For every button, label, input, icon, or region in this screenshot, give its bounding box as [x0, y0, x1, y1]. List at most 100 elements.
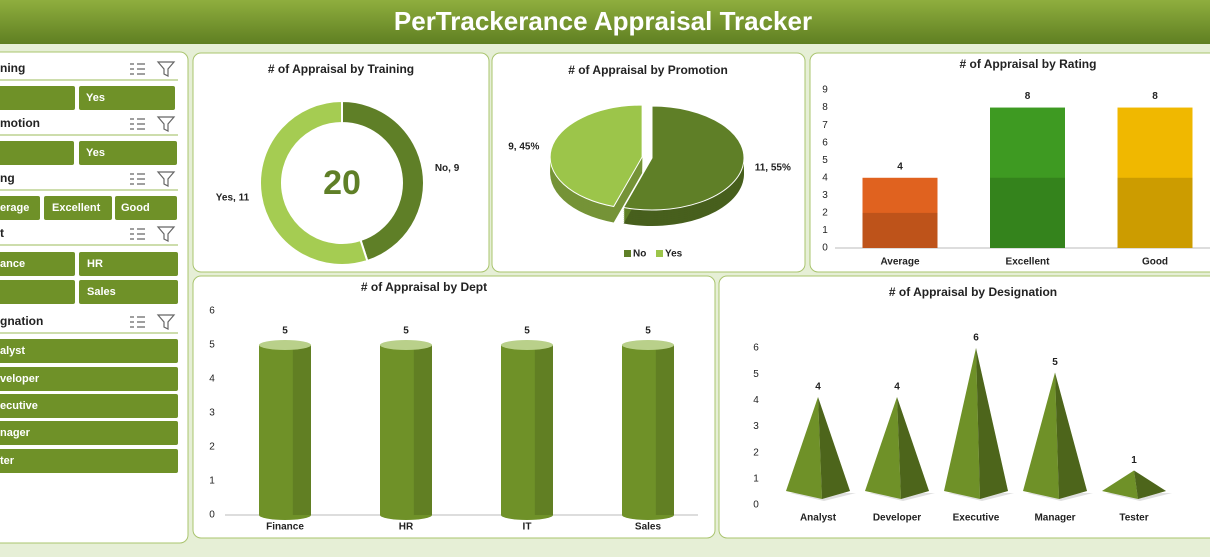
chart-title: # of Appraisal by Training [268, 62, 414, 76]
slicer-button[interactable] [0, 280, 75, 304]
pyramid-right-shade [1134, 470, 1166, 499]
bar [622, 345, 674, 515]
x-tick-label: Executive [953, 513, 1000, 524]
bar-shade [990, 177, 1065, 248]
bar [1117, 107, 1193, 248]
slicer-button[interactable] [0, 252, 75, 276]
button-label: Yes [86, 147, 105, 159]
slicer-title: ng [0, 171, 15, 185]
pyramid-right-shade [897, 397, 929, 499]
slicer-button[interactable] [115, 196, 177, 220]
y-tick-label: 7 [822, 120, 828, 131]
data-label: 8 [1025, 91, 1031, 102]
slicer-button[interactable] [79, 252, 178, 276]
chart-panel [192, 275, 716, 539]
y-tick-label: 6 [822, 137, 828, 148]
chart-title: # of Appraisal by Dept [361, 280, 487, 294]
button-label: HR [87, 258, 103, 270]
pyramid-right-face [1055, 372, 1087, 499]
bar-shade [862, 212, 938, 248]
chart-title: # of Appraisal by Designation [889, 285, 1057, 299]
data-label: 9, 45% [508, 142, 539, 153]
cylinder-top [259, 340, 311, 350]
y-tick-label: 8 [822, 102, 828, 113]
chart-title: # of Appraisal by Rating [960, 57, 1097, 71]
slicer-button[interactable] [0, 339, 178, 363]
slicer-title: ning [0, 61, 25, 75]
button-label: ter [0, 455, 15, 467]
button-label: veloper [0, 373, 40, 385]
data-label: 8 [1152, 91, 1158, 102]
bar-shade [534, 345, 553, 515]
y-tick-label: 0 [822, 243, 828, 254]
button-label: Yes [86, 92, 105, 104]
x-tick-label: Manager [1034, 513, 1075, 524]
slicer-button[interactable] [0, 367, 178, 391]
bar [501, 345, 553, 515]
slicer-button[interactable] [79, 280, 178, 304]
data-label: 4 [897, 161, 903, 172]
pyramid-right-shade [976, 348, 1008, 499]
x-tick-label: Tester [1119, 513, 1148, 524]
y-tick-label: 1 [753, 473, 759, 484]
y-tick-label: 3 [822, 190, 828, 201]
slicer-button[interactable] [0, 141, 74, 165]
data-label: Yes, 11 [216, 192, 250, 203]
cylinder-top [380, 340, 432, 350]
bar [1023, 372, 1059, 499]
data-label: No, 9 [435, 163, 460, 174]
y-tick-label: 2 [822, 208, 828, 219]
y-tick-label: 2 [209, 442, 215, 453]
pie-slice [549, 104, 643, 208]
pie-slice [622, 105, 745, 211]
slicer-promotion: motion Yes [0, 116, 178, 165]
slicer-button[interactable] [0, 196, 40, 220]
button-label: Sales [87, 286, 116, 298]
y-tick-label: 9 [822, 85, 828, 96]
data-label: 5 [645, 326, 651, 337]
bar-shade [655, 345, 674, 515]
x-tick-label: Excellent [1006, 257, 1051, 268]
chart-title: # of Appraisal by Promotion [568, 63, 728, 77]
slicer-title: motion [0, 116, 40, 130]
dashboard-title: PerTrackerance Appraisal Tracker [394, 6, 812, 36]
slicer-designation: gnation alyst veloper ecutive nager ter [0, 314, 178, 473]
bar [944, 348, 980, 499]
data-label: 5 [524, 326, 530, 337]
x-tick-label: Good [1142, 257, 1168, 268]
slicer-button[interactable] [44, 196, 112, 220]
y-tick-label: 5 [753, 369, 759, 380]
slicer-icons [130, 61, 176, 330]
y-tick-label: 4 [753, 395, 759, 406]
legend-label: No [633, 249, 646, 260]
pyramid-right-face [976, 348, 1008, 499]
slicer-button[interactable] [0, 394, 178, 418]
bar [259, 345, 311, 515]
bar [862, 177, 938, 248]
slicer-button[interactable] [0, 449, 178, 473]
y-tick-label: 4 [209, 374, 215, 385]
x-tick-label: Analyst [800, 513, 837, 524]
data-label: 5 [282, 326, 288, 337]
cylinder-top [622, 340, 674, 350]
slicer-button[interactable] [0, 86, 75, 110]
slicer-button[interactable] [79, 141, 177, 165]
button-label: nager [0, 427, 31, 439]
x-tick-label: Developer [873, 513, 921, 524]
slicer-dept: t ance HR Sales [0, 226, 178, 304]
bar-shade [292, 345, 311, 515]
y-tick-label: 5 [209, 340, 215, 351]
x-tick-label: Sales [635, 522, 662, 533]
button-label: ecutive [0, 400, 38, 412]
y-tick-label: 1 [822, 225, 828, 236]
y-tick-label: 6 [753, 343, 759, 354]
data-label: 1 [1131, 455, 1137, 466]
button-label: Good [121, 202, 150, 214]
bar [1102, 470, 1138, 499]
bar-shade [413, 345, 432, 515]
bar [990, 107, 1065, 248]
slicer-button[interactable] [0, 421, 178, 445]
slicer-button[interactable] [79, 86, 175, 110]
